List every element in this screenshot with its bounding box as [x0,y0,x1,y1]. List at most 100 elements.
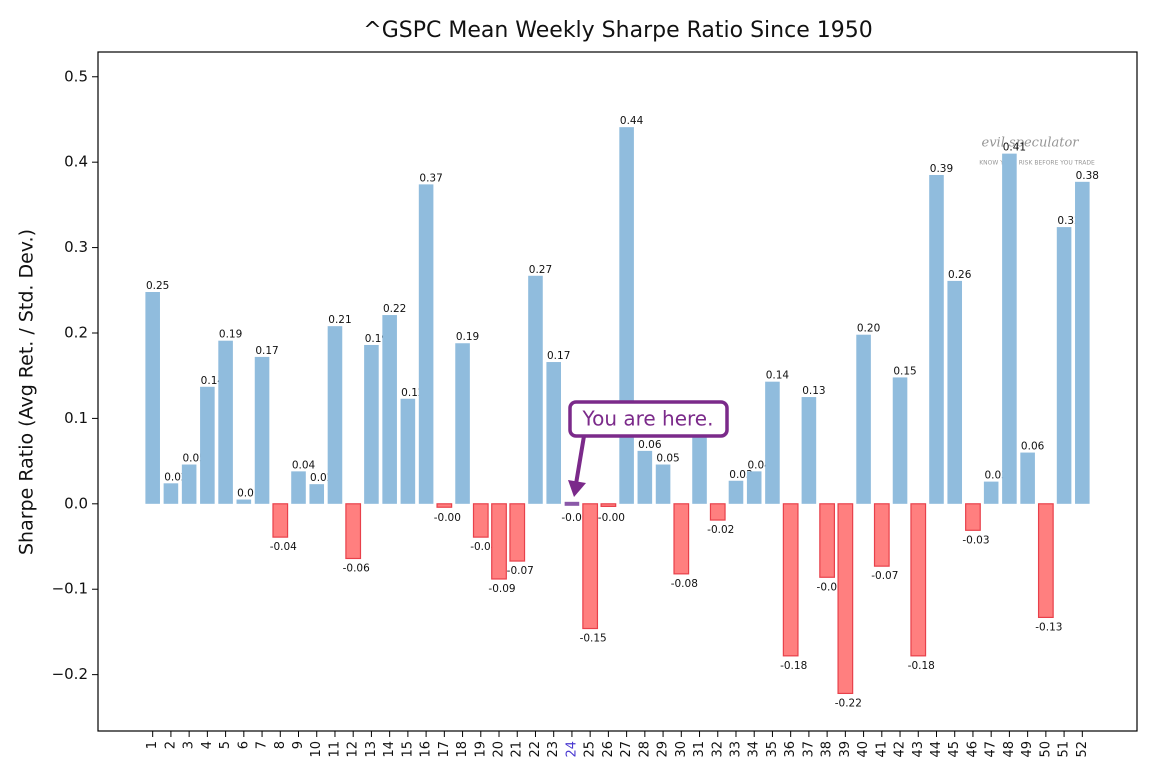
value-label: -0.18 [908,660,935,672]
annotation-arrow [574,435,586,485]
value-label: 0.04 [292,459,316,471]
bar [600,503,617,507]
bar [509,503,526,562]
value-label: 0.39 [930,163,953,175]
value-label: 0.15 [893,365,916,377]
bar [546,362,561,504]
value-label: -0.22 [835,697,862,709]
y-tick-label: −0.2 [52,665,88,683]
y-tick-label: 0.1 [64,409,88,427]
value-label: 0.27 [529,264,552,276]
value-label: 0.19 [456,331,479,343]
bar [1002,153,1017,504]
value-label: -0.00 [598,512,625,524]
x-tick-label: 37 [801,741,816,758]
x-tick-label: 4 [200,741,215,749]
value-label: 0.14 [766,370,790,382]
annotation: You are here. [568,400,729,497]
bar [291,471,306,504]
value-label: 0.41 [1003,142,1026,154]
bar [181,464,197,504]
annotation-arrowhead [568,480,586,497]
bar [837,503,854,695]
value-label: 0.05 [182,453,205,465]
x-tick-label: 45 [947,741,962,758]
bar [873,503,890,567]
bar [801,397,817,504]
bar [382,315,397,504]
value-label: -0.13 [1035,621,1062,633]
bar [765,381,780,504]
x-tick-label: 41 [874,741,889,758]
x-tick-label: 40 [856,741,871,758]
bar [1037,503,1054,619]
bar [746,471,762,504]
bar [619,127,634,504]
bar [564,501,580,506]
x-tick-label: 34 [747,741,762,758]
value-label: -0.09 [817,581,844,593]
value-label: 0.44 [620,115,644,127]
x-tick-label: 20 [492,741,507,758]
value-label: 0.03 [984,470,1007,482]
bar [200,386,215,504]
bar [929,174,944,504]
bar [472,503,489,538]
value-label: -0.04 [470,541,497,553]
bar [418,184,434,504]
bar [236,499,252,504]
value-label: 0.12 [401,387,424,399]
value-label: -0.15 [580,633,607,645]
x-tick-label: 14 [382,741,397,758]
value-label: -0.02 [707,524,734,536]
x-tick-label: 35 [765,741,780,758]
y-tick-label: 0.3 [64,238,88,256]
x-tick-label: 32 [710,741,725,758]
bar [582,503,599,630]
value-label: 0.03 [729,469,752,481]
y-tick-label: 0.5 [64,67,88,85]
x-tick-label: 9 [291,741,306,749]
x-tick-label: 50 [1038,741,1053,758]
bar [491,503,507,580]
value-label: -0.08 [671,578,698,590]
x-tick-label: 25 [583,741,598,758]
bar [728,480,744,504]
y-axis-label: Sharpe Ratio (Avg Ret. / Std. Dev.) [16,229,38,555]
value-label: 0.02 [164,471,187,483]
annotation-box [568,400,729,438]
x-tick-label: 10 [309,741,324,758]
x-tick-label: 44 [929,741,944,758]
value-label: 0.17 [255,345,278,357]
x-tick-label: 1 [145,741,160,749]
watermark-name: evil speculator [982,136,1080,151]
bar [218,340,233,504]
bar [528,275,543,504]
x-tick-label: 23 [546,741,561,758]
x-tick-label: 30 [674,741,689,758]
bar [947,280,963,504]
value-label: 0.19 [365,333,388,345]
bar [655,464,671,504]
bar [364,344,379,504]
bar [163,483,179,504]
watermark-tagline: KNOW YOUR RISK BEFORE YOU TRADE [979,160,1095,167]
annotation-text: You are here. [582,407,714,431]
value-label: 0.06 [638,439,662,451]
y-tick-label: 0.2 [64,323,88,341]
value-label: 0.02 [310,472,333,484]
value-label: 0.22 [383,303,406,315]
bar [892,377,908,504]
bar [983,481,999,504]
chart-title: ^GSPC Mean Weekly Sharpe Ratio Since 195… [363,18,872,43]
value-label: -0.18 [780,660,807,672]
x-tick-label: 21 [510,741,525,758]
value-label: -0.04 [270,541,297,553]
bar [782,503,799,657]
x-tick-label: 33 [728,741,743,758]
x-tick-label: 52 [1075,741,1090,758]
x-tick-label: 17 [437,741,452,758]
value-label: -0.06 [343,562,370,574]
bar [272,503,289,538]
